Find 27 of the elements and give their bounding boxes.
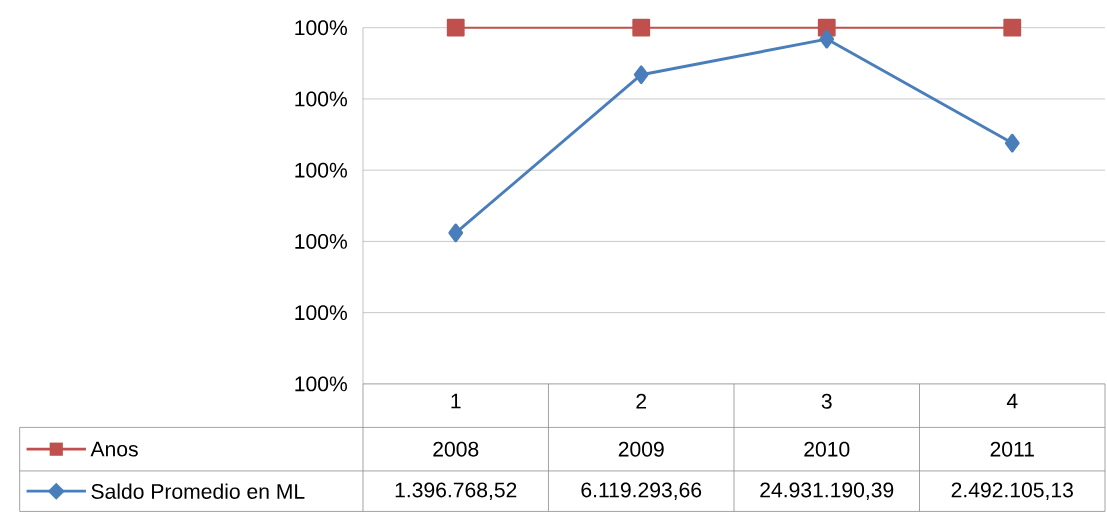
y-tick-label: 100%	[295, 234, 347, 250]
text: 2010	[804, 441, 850, 457]
point	[632, 19, 651, 37]
text: 2009	[618, 441, 664, 457]
text: 2008	[433, 441, 479, 457]
text: 2011	[990, 441, 1034, 457]
y-tick-label: 100%	[295, 20, 347, 36]
point	[448, 223, 464, 243]
point	[819, 29, 835, 49]
text: 6.119.293,66	[581, 482, 702, 501]
text: 1.396.768,52	[395, 482, 517, 501]
point	[1004, 133, 1020, 153]
text: 2.492.105,13	[951, 482, 1073, 501]
x-tick-label: 4	[1006, 394, 1018, 409]
y-tick-label: 100%	[295, 91, 347, 107]
point	[633, 65, 649, 85]
x-tick-label: 2	[636, 394, 647, 409]
point	[446, 19, 465, 37]
y-tick-label: 100%	[295, 376, 347, 392]
y-tick-label: 100%	[295, 305, 347, 321]
x-tick-label: 3	[821, 394, 832, 410]
legend-label: Anos	[90, 442, 138, 457]
legend-label: Saldo Promedio en ML	[91, 483, 305, 500]
x-tick-label: 1	[451, 394, 461, 409]
y-tick-label: 100%	[295, 162, 347, 178]
point	[1003, 19, 1022, 37]
text: 24.931.190,39	[760, 482, 894, 501]
